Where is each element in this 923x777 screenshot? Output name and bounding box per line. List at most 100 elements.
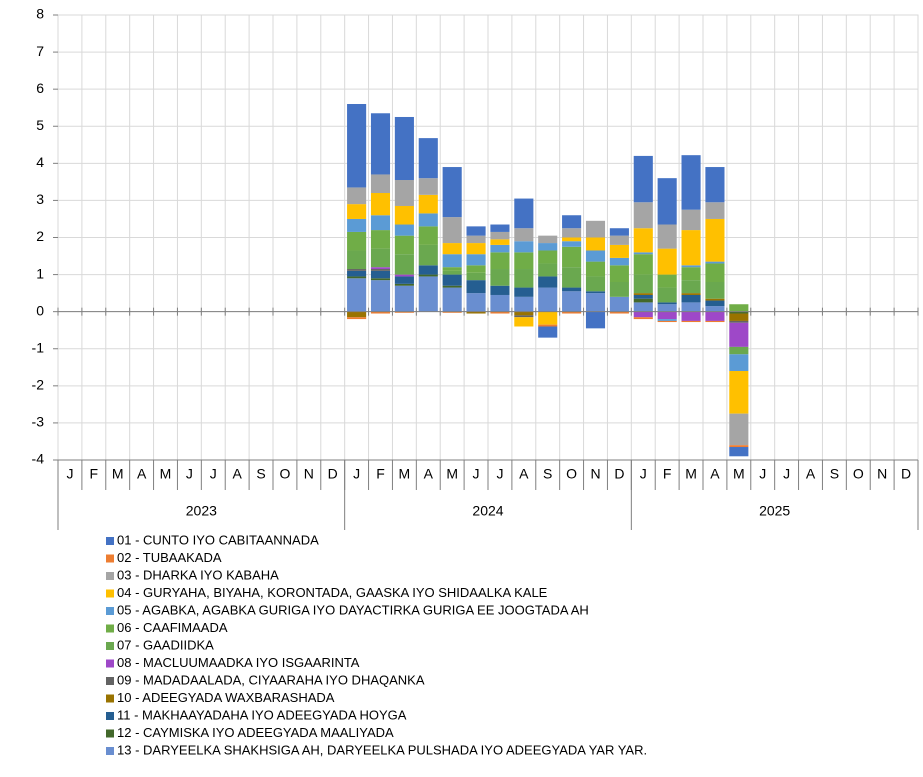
x-tick-label: S: [543, 466, 552, 482]
bar-segment: [681, 155, 701, 210]
legend-swatch: [106, 537, 114, 545]
x-tick-label: J: [210, 466, 217, 482]
legend-swatch: [106, 712, 114, 720]
bar-segment: [562, 237, 582, 242]
bar-segment: [729, 320, 749, 323]
bar-segment: [394, 254, 414, 275]
bar-segment: [538, 235, 558, 244]
legend-label: 07 - GAADIIDKA: [117, 637, 214, 652]
bar-segment: [729, 354, 749, 371]
x-tick-label: M: [685, 466, 697, 482]
bar-segment: [347, 278, 367, 312]
bar-segment: [418, 244, 438, 266]
y-tick-label: -1: [32, 339, 45, 355]
bar-segment: [562, 291, 582, 312]
bar-segment: [562, 267, 582, 288]
bar-segment: [466, 226, 486, 236]
legend-swatch: [106, 677, 114, 685]
x-tick-label: F: [90, 466, 99, 482]
legend-swatch: [106, 694, 114, 703]
bar-segment: [729, 371, 749, 414]
y-tick-label: 8: [36, 6, 44, 22]
bar-segment: [394, 205, 414, 225]
x-tick-label: J: [66, 466, 73, 482]
x-tick-label: A: [710, 466, 720, 482]
bar-segment: [585, 237, 606, 251]
bar-segment: [394, 274, 414, 277]
bar-segment: [370, 311, 391, 314]
x-tick-label: A: [806, 466, 816, 482]
bar-segment: [514, 315, 534, 318]
bar-segment: [490, 239, 510, 245]
x-tick-label: J: [473, 466, 480, 482]
legend-label: 08 - MACLUUMAADKA IYO ISGAARINTA: [117, 655, 360, 670]
bar-segment: [538, 326, 558, 338]
y-tick-label: 4: [36, 154, 44, 170]
bar-segment: [681, 320, 701, 323]
x-tick-label: D: [901, 466, 911, 482]
x-tick-label: S: [830, 466, 839, 482]
x-tick-label: F: [376, 466, 385, 482]
bar-segment: [562, 215, 582, 229]
x-tick-label: A: [137, 466, 147, 482]
bar-segment: [633, 293, 653, 295]
bar-segment: [466, 265, 486, 273]
bar-segment: [729, 304, 749, 312]
x-tick-label: J: [186, 466, 193, 482]
bar-segment: [394, 285, 414, 312]
bar-segment: [394, 116, 414, 181]
bar-segment: [609, 235, 629, 245]
bar-segment: [729, 413, 749, 446]
legend-label: 11 - MAKHAAYADAHA IYO ADEEGYADA HOYGA: [117, 707, 407, 722]
year-label: 2025: [759, 503, 790, 519]
y-tick-label: 0: [36, 302, 44, 318]
legend-swatch: [106, 607, 114, 615]
bar-segment: [705, 263, 725, 282]
bar-segment: [347, 250, 367, 270]
bar-segment: [514, 241, 534, 253]
bar-segment: [347, 311, 367, 318]
bar-segment: [370, 270, 391, 279]
bar-segment: [347, 269, 367, 271]
bar-segment: [466, 254, 486, 266]
bar-segment: [681, 294, 701, 303]
bar-segment: [705, 167, 725, 203]
bar-segment: [585, 276, 606, 292]
bar-segment: [657, 178, 677, 225]
bar-segment: [538, 243, 558, 251]
bar-segment: [729, 311, 749, 314]
legend-label: 12 - CAYMISKA IYO ADEEGYADA MAALIYADA: [117, 725, 394, 740]
bar-segment: [681, 293, 701, 295]
x-tick-label: J: [353, 466, 360, 482]
bar-segment: [705, 300, 725, 307]
bar-segment: [370, 248, 391, 268]
bar-segment: [514, 311, 534, 316]
bar-segment: [609, 265, 629, 282]
bar-segment: [729, 346, 749, 355]
bar-segment: [657, 304, 677, 312]
bar-segment: [585, 291, 606, 294]
x-tick-label: J: [496, 466, 503, 482]
bar-segment: [657, 320, 677, 323]
bar-segment: [538, 263, 558, 277]
bar-segment: [514, 296, 534, 312]
bar-segment: [681, 230, 701, 266]
bar-segment: [442, 274, 462, 286]
bar-segment: [705, 306, 725, 312]
bar-segment: [466, 272, 486, 281]
bar-segment: [633, 317, 653, 320]
x-tick-label: A: [232, 466, 242, 482]
bar-segment: [370, 280, 391, 312]
bar-segment: [394, 283, 414, 286]
bar-segment: [370, 269, 391, 271]
legend-label: 05 - AGABKA, AGABKA GURIGA IYO DAYACTIRK…: [117, 602, 589, 617]
bar-segment: [562, 241, 582, 247]
bar-segment: [418, 226, 438, 245]
x-tick-label: O: [853, 466, 864, 482]
bar-segment: [633, 294, 653, 299]
bar-segment: [562, 287, 582, 292]
bar-segment: [514, 317, 534, 327]
bar-segment: [418, 276, 438, 312]
bar-segment: [490, 244, 510, 253]
bar-segment: [681, 311, 701, 321]
